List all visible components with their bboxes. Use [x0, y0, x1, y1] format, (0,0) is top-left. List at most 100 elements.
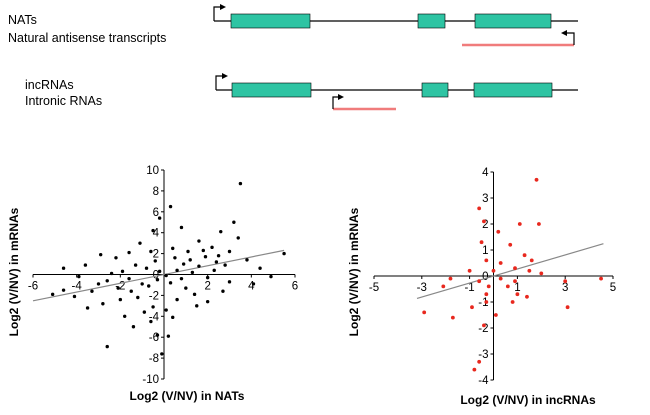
y-tick-label: -1: [478, 297, 488, 309]
x-tick-label: 3: [562, 282, 568, 294]
data-point: [517, 222, 522, 226]
data-point: [151, 305, 155, 309]
y-tick-label: 8: [153, 186, 159, 198]
data-point: [482, 323, 486, 328]
data-point: [510, 300, 515, 304]
x-tick-label: 5: [610, 282, 616, 294]
nats-exon-1: [230, 13, 311, 29]
y-tick-label: -2: [149, 290, 159, 302]
data-point: [83, 263, 88, 267]
data-point: [513, 266, 517, 271]
data-point: [236, 236, 240, 240]
data-point: [50, 292, 55, 297]
data-point: [470, 305, 474, 310]
incrnas-tick-labels: -5 -3 -1 1 3 5 -4 -3 -2 -1 0 1 2 3 4: [369, 167, 616, 387]
incrnas-label: incRNAs: [25, 78, 74, 92]
data-point: [181, 262, 186, 266]
nats-y-axis-title: Log2 (V/NV) in mRNAs: [7, 207, 21, 336]
incrnas-scatter-chart: -5 -3 -1 1 3 5 -4 -3 -2 -1 0 1 2 3 4 Log2 (V/NV) in in…: [347, 167, 616, 407]
data-point: [142, 310, 147, 314]
incrnas-exon-1: [231, 82, 312, 98]
data-point: [120, 269, 125, 274]
data-point: [166, 334, 171, 338]
y-tick-label: -8: [149, 353, 159, 365]
data-point: [153, 259, 157, 263]
nats-tick-labels: -6 -4 -2 2 4 6 -10 -8 -6 -4 -2 0 2 4 6 8 10: [28, 165, 298, 386]
x-tick-label: -2: [115, 281, 125, 293]
data-point: [441, 284, 446, 289]
data-point: [157, 269, 162, 274]
data-point: [245, 258, 249, 262]
data-point: [269, 274, 273, 279]
nats-data-points: [50, 181, 286, 356]
data-point: [210, 245, 214, 250]
data-point: [101, 302, 105, 306]
data-point: [127, 250, 131, 255]
data-point: [157, 216, 162, 220]
incrnas-exon-3: [473, 82, 553, 98]
y-tick-label: 0: [153, 270, 159, 282]
data-point: [227, 280, 232, 284]
data-point: [168, 204, 173, 209]
y-tick-label: -6: [149, 332, 159, 344]
data-point: [479, 240, 484, 245]
data-point: [529, 258, 534, 263]
data-point: [238, 181, 243, 186]
data-point: [147, 284, 151, 288]
data-point: [192, 292, 197, 297]
data-point: [195, 304, 199, 308]
incrnas-trendline: [416, 243, 604, 300]
data-point: [77, 274, 81, 279]
y-tick-label: -4: [149, 311, 160, 323]
y-tick-label: 2: [153, 249, 159, 261]
nats-sense-arrowhead: [220, 4, 226, 10]
y-tick-label: 2: [482, 219, 488, 231]
nats-exon-2: [417, 13, 446, 29]
data-point: [131, 325, 136, 329]
data-point: [563, 279, 568, 284]
data-point: [138, 241, 142, 245]
data-point: [96, 282, 101, 286]
incrnas-gene-promoter-arrow: [215, 75, 226, 90]
x-tick-label: -4: [72, 281, 83, 293]
data-point: [527, 268, 532, 273]
data-point: [149, 249, 153, 254]
data-point: [205, 275, 210, 280]
data-point: [61, 266, 66, 270]
x-tick-label: -3: [417, 282, 427, 294]
data-point: [61, 288, 66, 292]
data-point: [140, 282, 144, 286]
data-point: [212, 268, 216, 273]
data-point: [109, 271, 114, 276]
nats-sense-promoter-arrow: [213, 6, 224, 21]
y-tick-label: 4: [153, 228, 160, 240]
incrnas-gene-arrowhead: [222, 73, 228, 79]
y-tick-label: 1: [482, 245, 488, 257]
data-point: [105, 279, 109, 283]
data-point: [149, 319, 153, 324]
data-point: [599, 276, 603, 281]
nats-schematic: NATs Natural antisense transcripts: [8, 4, 578, 47]
x-tick-label: 2: [204, 281, 210, 293]
data-point: [144, 266, 149, 270]
x-tick-label: 4: [248, 281, 255, 293]
data-point: [179, 225, 184, 230]
data-point: [513, 279, 517, 284]
x-tick-label: -6: [28, 281, 38, 293]
data-point: [136, 295, 140, 300]
data-point: [448, 276, 453, 281]
incrnas-y-axis-title: Log2 (V/NV) in mRNAs: [347, 207, 361, 336]
data-point: [105, 344, 109, 349]
data-point: [525, 294, 529, 299]
incrnas-sublabel: Intronic RNAs: [25, 94, 102, 108]
data-point: [188, 258, 192, 262]
y-tick-label: 4: [482, 167, 489, 179]
nats-antisense-arrowhead: [561, 30, 567, 36]
data-point: [118, 297, 123, 302]
data-point: [203, 255, 208, 259]
y-tick-label: 6: [153, 207, 159, 219]
data-point: [114, 256, 118, 260]
nats-x-axis-title: Log2 (V/NV) in NATs: [130, 389, 245, 403]
data-point: [477, 359, 482, 364]
data-point: [201, 248, 205, 253]
